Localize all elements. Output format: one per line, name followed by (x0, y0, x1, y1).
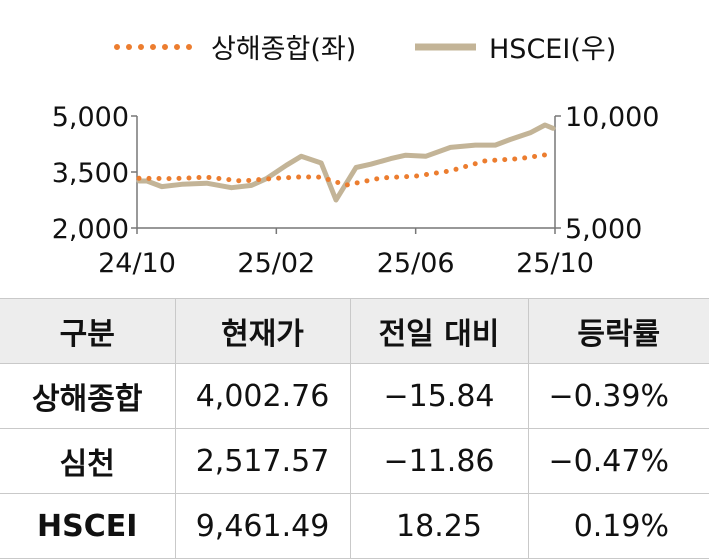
series-line-hscei (139, 125, 553, 200)
row-name: 상해종합 (0, 364, 175, 429)
row-change: 18.25 (350, 494, 528, 559)
header-current-price: 현재가 (175, 299, 350, 364)
row-name: HSCEI (0, 494, 175, 559)
table-row: 상해종합 4,002.76 −15.84 −0.39% (0, 364, 709, 429)
x-tick-label: 25/10 (516, 248, 594, 279)
legend-label-hscei: HSCEI(우) (489, 34, 616, 65)
header-change-rate: 등락률 (528, 299, 709, 364)
header-change: 전일 대비 (350, 299, 528, 364)
chart-series (139, 125, 553, 200)
legend-label-shanghai: 상해종합(좌) (211, 34, 356, 65)
y-left-tick-label: 3,500 (52, 158, 129, 189)
row-change: −15.84 (350, 364, 528, 429)
table-row: HSCEI 9,461.49 18.25 0.19% (0, 494, 709, 559)
table-row: 심천 2,517.57 −11.86 −0.47% (0, 429, 709, 494)
x-tick-label: 25/02 (237, 248, 315, 279)
header-category: 구분 (0, 299, 175, 364)
row-price: 9,461.49 (175, 494, 350, 559)
chart-axes: 2,000 3,500 5,000 5,000 10,000 24/10 25/02 25/0… (52, 102, 660, 279)
y-left-tick-label: 2,000 (52, 214, 129, 245)
row-name: 심천 (0, 429, 175, 494)
row-rate: −0.47% (528, 429, 709, 494)
y-right-tick-label: 10,000 (565, 102, 659, 133)
index-table: 구분 현재가 전일 대비 등락률 상해종합 4,002.76 −15.84 −0… (0, 298, 709, 559)
y-left-tick-label: 5,000 (52, 102, 129, 133)
x-tick-label: 25/06 (377, 248, 455, 279)
table-header-row: 구분 현재가 전일 대비 등락률 (0, 299, 709, 364)
y-right-tick-label: 5,000 (565, 214, 642, 245)
row-price: 4,002.76 (175, 364, 350, 429)
x-tick-label: 24/10 (98, 248, 176, 279)
row-rate: −0.39% (528, 364, 709, 429)
chart-legend: 상해종합(좌) HSCEI(우) (117, 34, 616, 65)
row-rate: 0.19% (528, 494, 709, 559)
line-chart: 상해종합(좌) HSCEI(우) 2,000 3,500 5,000 5,000 10,0… (0, 0, 709, 300)
row-change: −11.86 (350, 429, 528, 494)
row-price: 2,517.57 (175, 429, 350, 494)
